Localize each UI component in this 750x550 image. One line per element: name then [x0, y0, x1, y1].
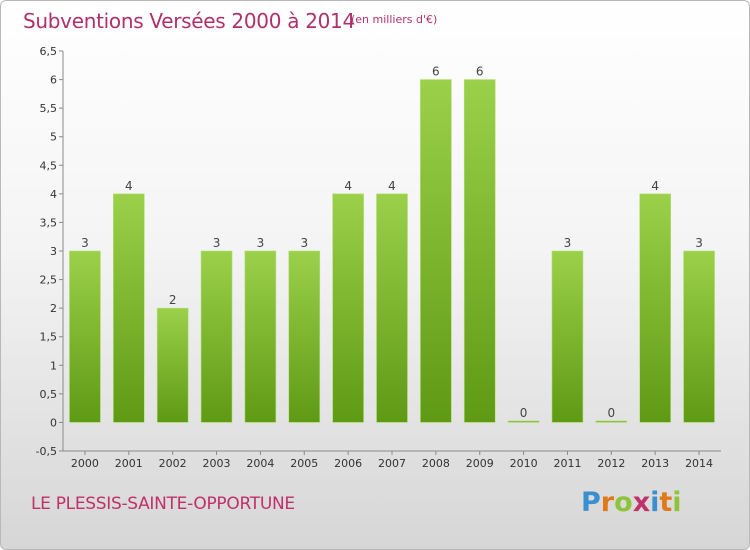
y-tick-label: 0,5	[40, 388, 58, 401]
bar-2013	[639, 193, 672, 423]
x-tick-label: 2007	[378, 457, 406, 470]
x-tick-label: 2006	[334, 457, 362, 470]
commune-name: LE PLESSIS-SAINTE-OPPORTUNE	[31, 494, 295, 514]
x-tick-label: 2010	[510, 457, 538, 470]
bar-value-label: 4	[651, 179, 659, 193]
logo-letter: i	[650, 487, 660, 518]
chart-title: Subventions Versées 2000 à 2014	[23, 9, 355, 33]
bar-2010	[507, 420, 540, 423]
bar-value-label: 4	[125, 179, 133, 193]
y-tick-label: 4	[50, 188, 57, 201]
bar-2012	[595, 420, 628, 423]
x-tick-label: 2003	[203, 457, 231, 470]
bar-2000	[69, 250, 101, 423]
y-tick-label: 4,5	[40, 159, 58, 172]
bar-2009	[463, 79, 496, 423]
bar-2002	[156, 307, 189, 423]
chart-axes: -0,5 0 0,5 1 1,5 2 2,5 3 3,5 4 4,5 5 5,5 6 6,5	[36, 45, 721, 458]
logo-letter: x	[632, 487, 651, 518]
x-tick-label: 2012	[597, 457, 625, 470]
bar-2011	[551, 250, 584, 423]
logo-letter: r	[600, 487, 615, 518]
bar-value-label: 3	[695, 236, 703, 250]
bar-2008	[420, 79, 452, 423]
chart-bars	[69, 79, 715, 423]
bar-value-label: 3	[564, 236, 572, 250]
y-tick-label: 0	[50, 416, 57, 429]
y-tick-label: 1	[50, 359, 57, 372]
bar-2003	[200, 250, 233, 423]
y-tick-label: 6	[50, 74, 57, 87]
x-tick-label: 2000	[71, 457, 99, 470]
bar-2006	[332, 193, 364, 423]
y-tick-label: -0,5	[36, 445, 57, 458]
x-tick-label: 2004	[246, 457, 274, 470]
y-tick-label: 5,5	[40, 102, 58, 115]
y-tick-label: 3,5	[40, 216, 58, 229]
x-tick-label: 2008	[422, 457, 450, 470]
logo-letter: t	[659, 487, 673, 518]
bar-value-label: 3	[257, 236, 265, 250]
y-tick-label: 2,5	[40, 274, 58, 287]
bar-2001	[113, 193, 145, 423]
bar-value-label: 3	[300, 236, 308, 250]
x-tick-label: 2013	[641, 457, 669, 470]
bar-value-label: 6	[476, 65, 484, 79]
y-tick-label: 2	[50, 302, 57, 315]
bar-value-label: 2	[169, 293, 177, 307]
logo-letter: o	[614, 487, 633, 518]
bar-value-label: 4	[344, 179, 352, 193]
x-tick-label: 2011	[553, 457, 581, 470]
bar-2005	[288, 250, 321, 423]
bar-value-label: 3	[213, 236, 221, 250]
bar-value-label: 0	[608, 406, 616, 420]
y-tick-label: 3	[50, 245, 57, 258]
y-tick-label: 1,5	[40, 331, 58, 344]
bar-value-label: 3	[81, 236, 89, 250]
bar-value-label: 0	[520, 406, 528, 420]
bar-2007	[376, 193, 408, 423]
x-tick-label: 2002	[159, 457, 187, 470]
bar-value-label: 6	[432, 65, 440, 79]
bar-value-label: 4	[388, 179, 396, 193]
logo-letter: P	[581, 487, 601, 518]
chart-unit-label: (en milliers d'€)	[351, 13, 438, 26]
x-tick-label: 2001	[115, 457, 143, 470]
x-tick-label: 2009	[466, 457, 494, 470]
x-tick-label: 2014	[685, 457, 713, 470]
logo-letter: i	[672, 487, 682, 518]
chart-labels: 3 2000 4 2001 2 2002 3 2003 3 2004 3 2005 4 2006 4 2007…	[71, 65, 713, 470]
bar-2014	[683, 250, 715, 423]
proxiti-logo: Proxiti	[581, 487, 682, 518]
bar-2004	[244, 250, 277, 423]
y-tick-label: 5	[50, 131, 57, 144]
y-tick-label: 6,5	[40, 45, 58, 58]
x-tick-label: 2005	[290, 457, 318, 470]
